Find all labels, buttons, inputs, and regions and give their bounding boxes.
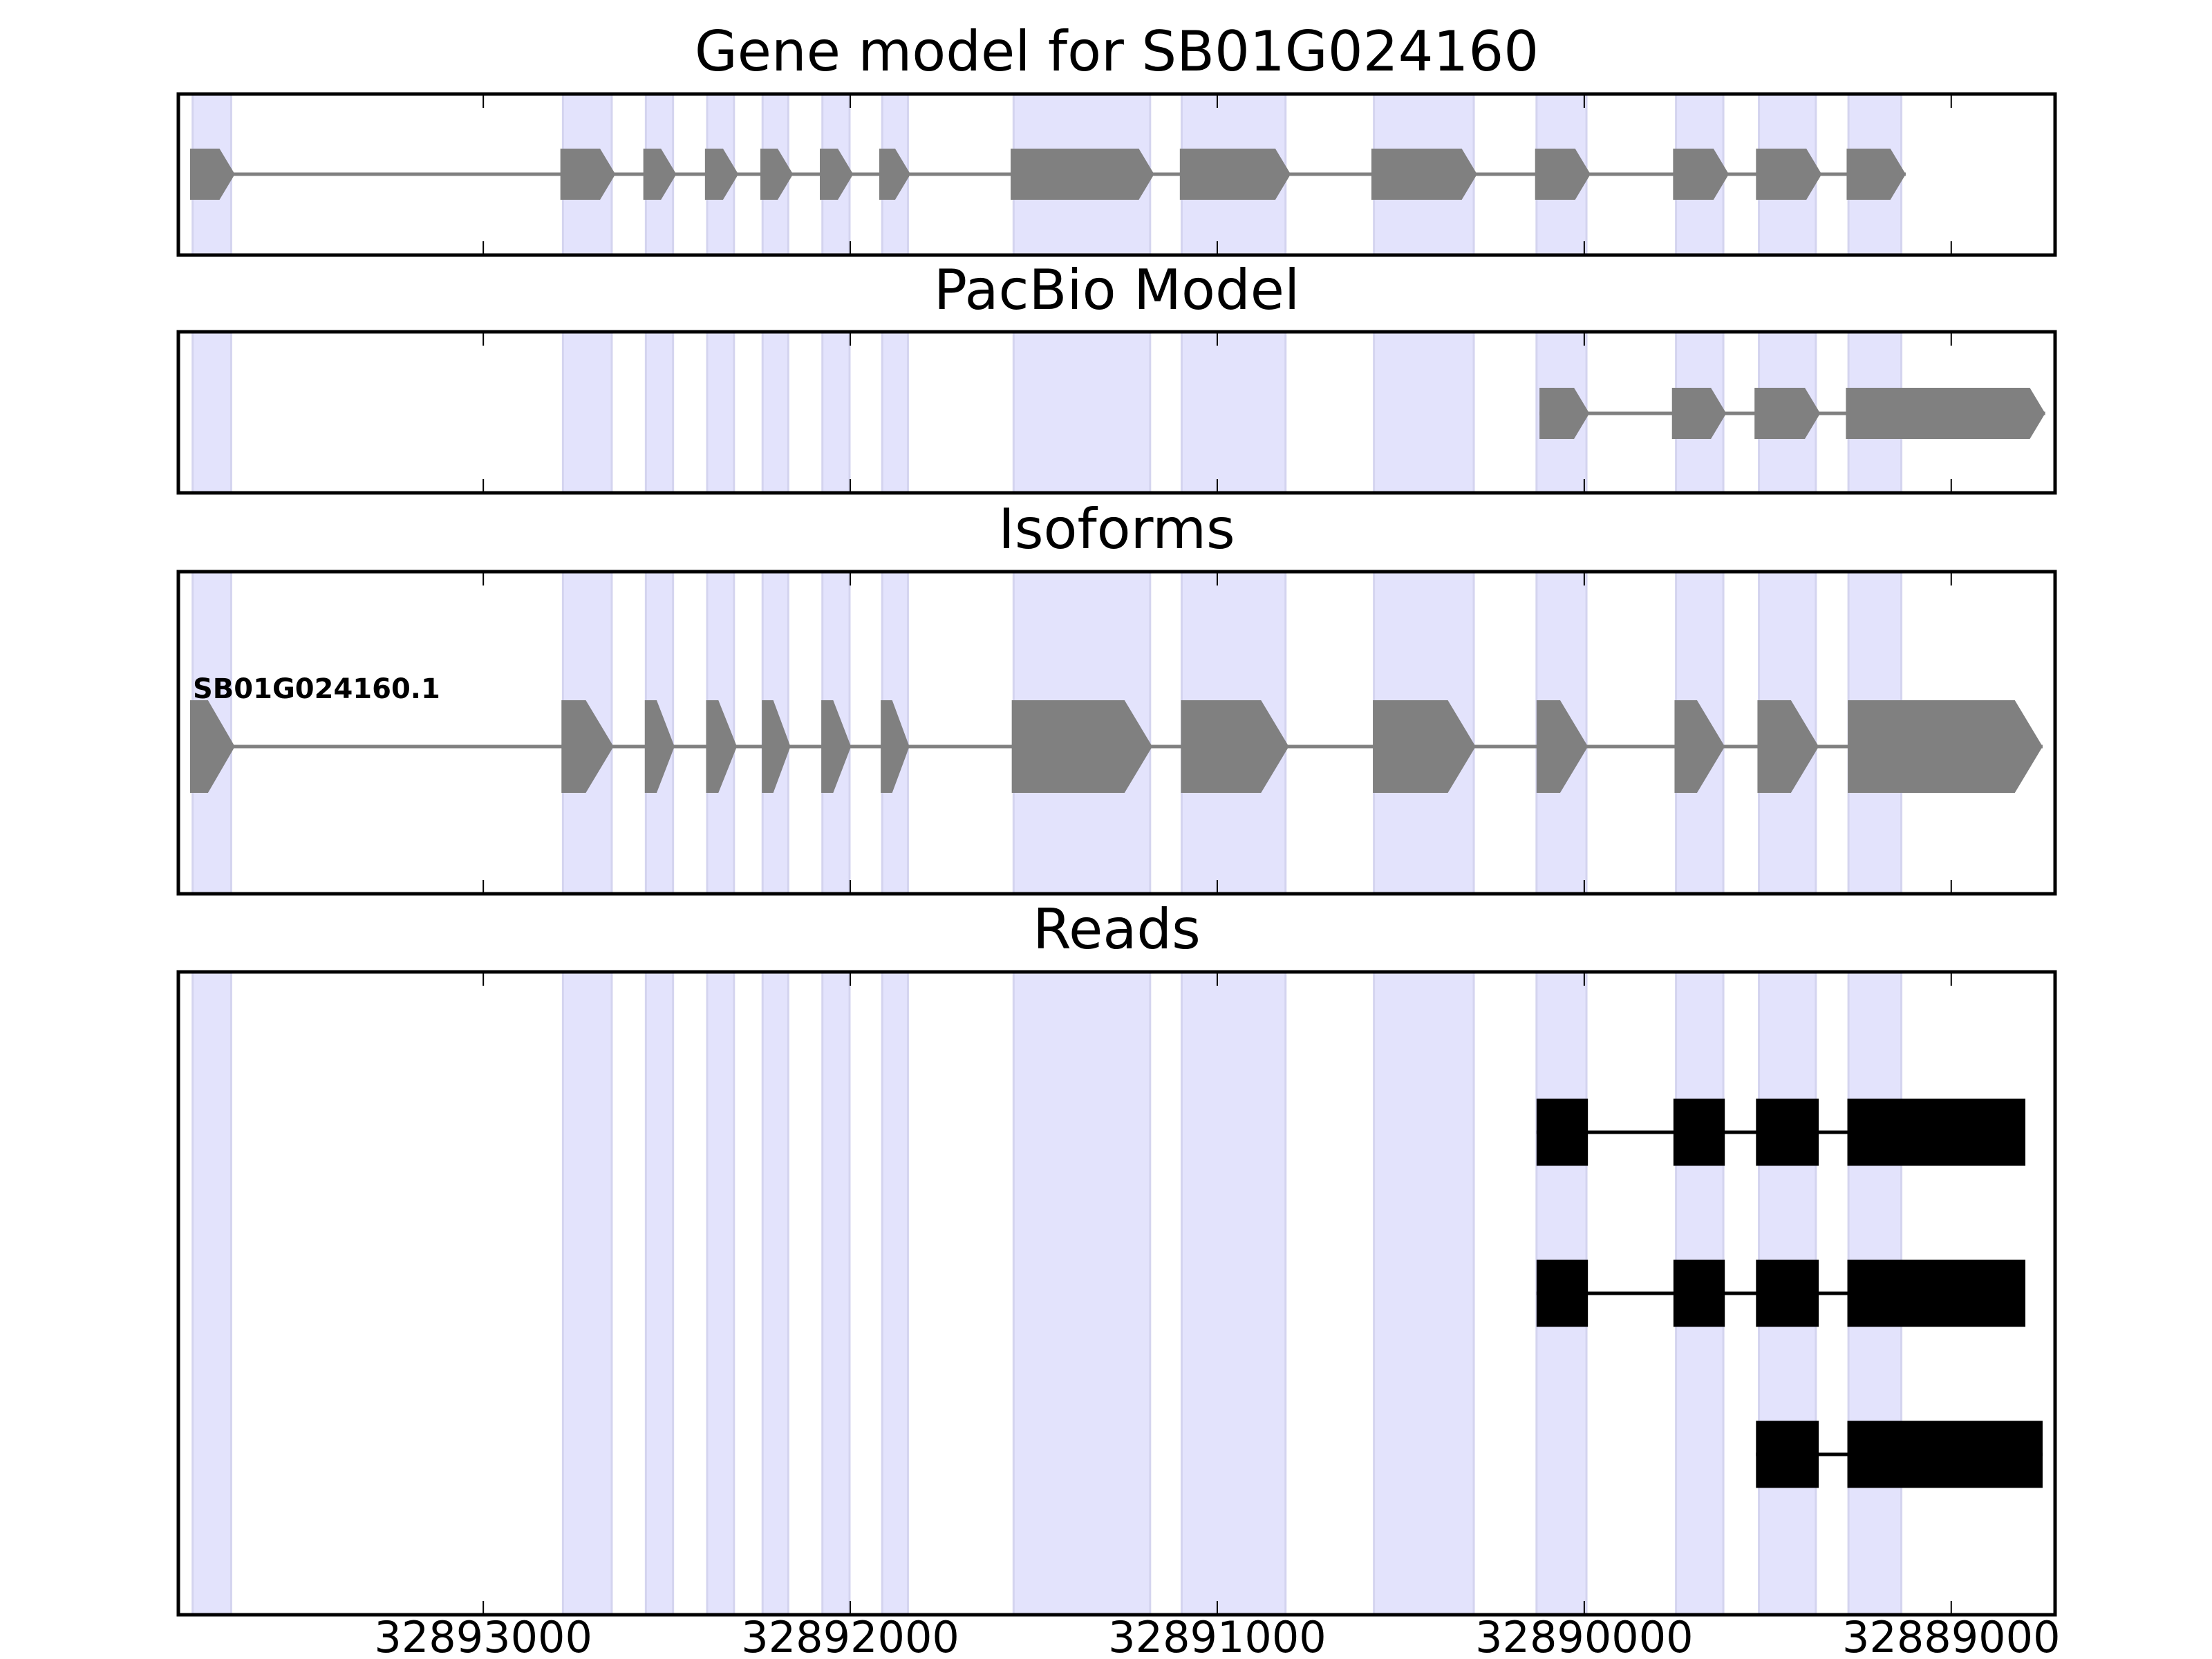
read-exon-block: [1756, 1421, 1819, 1488]
exon-highlight-band: [644, 330, 675, 494]
exon-highlight-band: [881, 971, 909, 1616]
read-exon-block: [1673, 1098, 1725, 1166]
panel-title: Gene model for SB01G024160: [695, 19, 1539, 84]
exon-arrow: [1179, 149, 1291, 200]
exon-arrow: [762, 700, 791, 793]
exon-highlight-band: [191, 330, 232, 494]
panel-title: Isoforms: [998, 497, 1235, 561]
exon-arrow: [821, 700, 852, 793]
exon-highlight-band: [1180, 971, 1287, 1616]
panel-1: PacBio Model: [176, 258, 2057, 495]
read-exon-block: [1756, 1259, 1819, 1327]
exon-arrow: [760, 149, 794, 200]
exon-highlight-band: [1012, 971, 1152, 1616]
exon-arrow: [706, 700, 738, 793]
exon-arrow: [879, 149, 911, 200]
exon-arrow: [1181, 700, 1289, 793]
exon-highlight-band: [561, 971, 613, 1616]
exon-arrow: [1671, 388, 1727, 439]
panel-2: Isoforms SB01G024160.1: [176, 497, 2057, 896]
x-tick-label: 32892000: [741, 1612, 959, 1659]
exon-arrow: [1848, 700, 2043, 793]
exon-arrow: [820, 149, 854, 200]
exon-arrow: [561, 700, 614, 793]
exon-highlight-band: [821, 971, 851, 1616]
exon-arrow: [189, 149, 235, 200]
read-exon-block: [1847, 1259, 2025, 1327]
exon-arrow: [1673, 149, 1730, 200]
exon-arrow: [1846, 149, 1906, 200]
exon-highlight-band: [191, 971, 232, 1616]
panel-title: Reads: [1033, 897, 1201, 962]
exon-highlight-band: [761, 971, 789, 1616]
isoform-label: SB01G024160.1: [193, 673, 440, 705]
exon-highlight-band: [1180, 330, 1287, 494]
exon-highlight-band: [561, 330, 613, 494]
x-tick-label: 32890000: [1475, 1612, 1694, 1659]
read-exon-block: [1536, 1098, 1588, 1166]
panel-title: PacBio Model: [934, 258, 1300, 322]
x-tick-label: 32891000: [1108, 1612, 1327, 1659]
exon-arrow: [189, 700, 235, 793]
exon-highlight-band: [881, 330, 909, 494]
axes-frame: [176, 970, 2057, 1617]
axes-frame: [176, 92, 2057, 257]
panel-3: Reads: [176, 897, 2057, 1617]
read-exon-block: [1673, 1259, 1725, 1327]
exon-highlight-band: [761, 330, 789, 494]
read-exon-block: [1536, 1259, 1588, 1327]
exon-arrow: [1373, 700, 1476, 793]
exon-arrow: [1756, 149, 1822, 200]
exon-arrow: [1371, 149, 1477, 200]
axes-frame: [176, 330, 2057, 495]
exon-arrow: [643, 149, 677, 200]
exon-arrow: [560, 149, 616, 200]
exon-highlight-band: [1012, 330, 1152, 494]
panel-0: Gene model for SB01G024160: [176, 19, 2057, 257]
exon-highlight-band: [1373, 330, 1475, 494]
exon-arrow: [1674, 700, 1725, 793]
exon-arrow: [644, 700, 675, 793]
x-tick-label: 32893000: [374, 1612, 592, 1659]
read-exon-block: [1847, 1098, 2025, 1166]
exon-arrow: [1846, 388, 2045, 439]
exon-arrow: [1535, 149, 1591, 200]
exon-highlight-band: [706, 971, 735, 1616]
read-exon-block: [1756, 1098, 1819, 1166]
exon-arrow: [704, 149, 739, 200]
exon-highlight-band: [706, 330, 735, 494]
axes-frame: [176, 570, 2057, 896]
exon-highlight-band: [1373, 971, 1475, 1616]
x-tick-label: 32889000: [1842, 1612, 2061, 1659]
exon-arrow: [1757, 700, 1819, 793]
exon-arrow: [1011, 149, 1154, 200]
exon-arrow: [1536, 700, 1588, 793]
exon-arrow: [1011, 700, 1152, 793]
exon-highlight-band: [821, 330, 851, 494]
exon-arrow: [1754, 388, 1821, 439]
read-exon-block: [1847, 1421, 2043, 1488]
exon-arrow: [881, 700, 910, 793]
exon-arrow: [1539, 388, 1590, 439]
exon-highlight-band: [644, 971, 675, 1616]
